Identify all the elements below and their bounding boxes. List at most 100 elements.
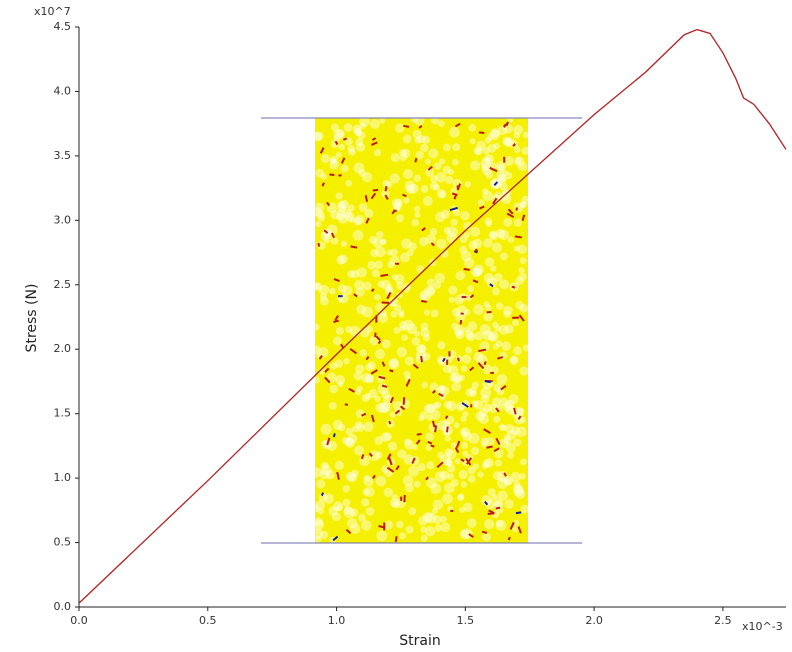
particle [389, 411, 396, 418]
particle [464, 181, 472, 188]
particle [515, 488, 526, 500]
particle [393, 304, 402, 312]
particle [510, 426, 520, 436]
particle [506, 405, 516, 415]
particle [442, 363, 452, 374]
particle [335, 326, 344, 336]
particle [444, 448, 453, 457]
particle [380, 432, 391, 443]
particle [468, 124, 477, 132]
crack [340, 157, 346, 164]
particle [498, 423, 506, 431]
particle [417, 134, 426, 144]
particle [421, 135, 431, 144]
particle [406, 323, 418, 335]
crack [384, 194, 389, 200]
crack [454, 122, 461, 128]
particle [431, 402, 439, 411]
particle [483, 301, 490, 308]
crack [492, 197, 498, 205]
particle [361, 373, 372, 384]
particle [443, 400, 452, 409]
particle [422, 333, 431, 342]
crack [425, 476, 429, 481]
particle [312, 376, 320, 384]
particle [403, 370, 411, 378]
particle [374, 395, 381, 403]
particle [404, 180, 416, 192]
particle [380, 403, 391, 413]
crack [503, 472, 507, 477]
particle [518, 267, 525, 274]
x-multiplier: x10^-3 [742, 620, 783, 633]
crack [484, 380, 491, 384]
particle [455, 328, 463, 337]
particle [436, 238, 447, 249]
particle [451, 381, 462, 392]
particle [499, 182, 508, 191]
crack [333, 278, 340, 283]
particle [501, 169, 508, 177]
particle [413, 174, 421, 182]
particle [362, 281, 372, 291]
particle [503, 433, 511, 441]
particle [356, 385, 363, 392]
particle [334, 460, 344, 471]
crack [515, 511, 522, 515]
particle [494, 191, 502, 199]
particle [515, 426, 527, 438]
particle [365, 363, 373, 372]
particle [430, 175, 438, 183]
crack [495, 506, 501, 510]
particle [347, 204, 355, 212]
particle [506, 442, 516, 453]
particle [451, 478, 459, 487]
particle [330, 139, 340, 149]
particle [320, 461, 329, 470]
particle [361, 306, 373, 318]
particle [424, 309, 431, 316]
particle [498, 175, 507, 184]
particle [399, 320, 408, 330]
particle [401, 334, 409, 342]
particle [476, 140, 486, 151]
particle [336, 129, 345, 138]
crack [484, 501, 489, 506]
particle [391, 274, 399, 281]
particle [460, 210, 470, 221]
crack [324, 376, 331, 384]
particle [513, 438, 522, 447]
crack [511, 285, 516, 289]
crack [477, 362, 485, 370]
crack [343, 137, 348, 141]
particle [403, 286, 410, 293]
particle [488, 403, 499, 414]
particle [350, 269, 359, 279]
crack [483, 428, 491, 434]
particle [473, 351, 484, 362]
particle [395, 520, 404, 529]
particle [443, 226, 451, 235]
particle [375, 230, 384, 239]
particle [423, 403, 435, 414]
particle [457, 494, 465, 502]
particle [416, 343, 426, 354]
particle [440, 522, 451, 533]
particle [474, 331, 484, 341]
crack [466, 457, 473, 465]
crack [319, 147, 325, 154]
particle [466, 332, 476, 342]
crack [427, 440, 433, 445]
particle [481, 532, 492, 542]
particle [464, 257, 475, 269]
particle [343, 123, 353, 132]
particle [313, 517, 324, 527]
particle [397, 309, 405, 316]
particle [483, 311, 494, 322]
crack [348, 387, 355, 393]
crack [478, 131, 485, 135]
crack [442, 357, 446, 362]
particle [355, 129, 362, 137]
